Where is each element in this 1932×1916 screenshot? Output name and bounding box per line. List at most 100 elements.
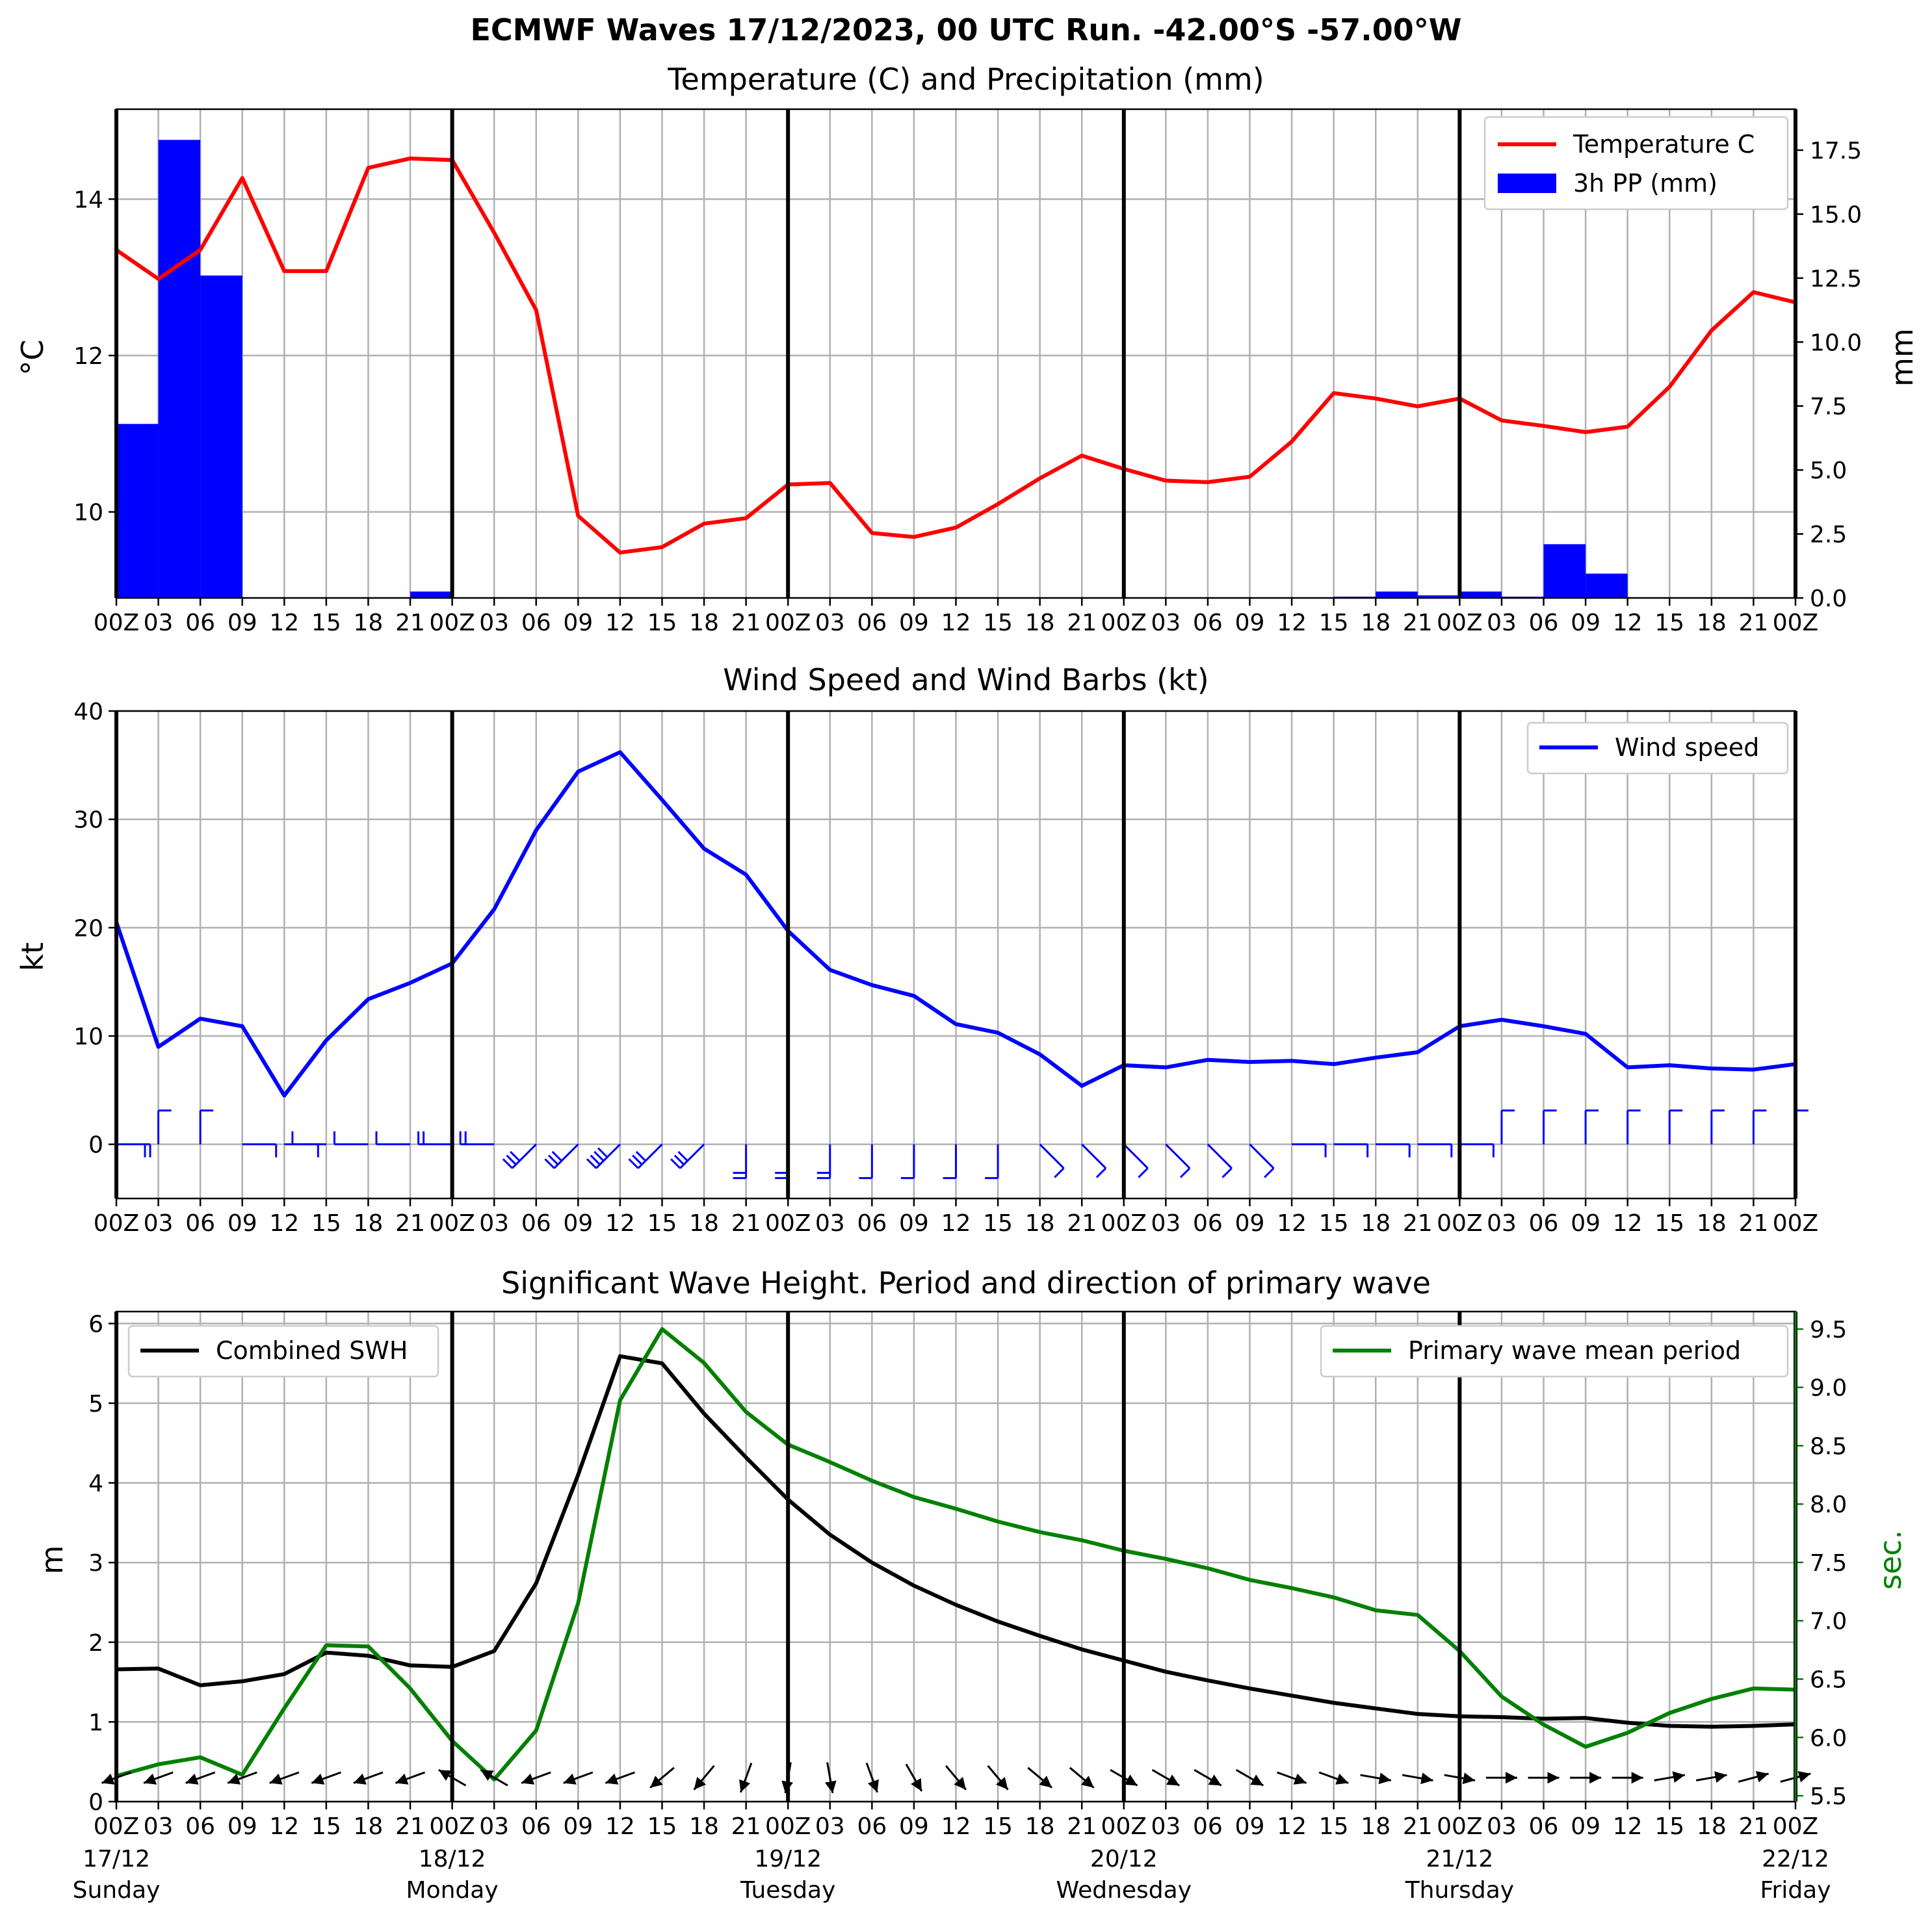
x-tick-label: 00Z — [94, 610, 139, 636]
wind-barb — [900, 1144, 915, 1180]
wind-barb — [1249, 1143, 1275, 1178]
precip-y-label: mm — [1885, 328, 1920, 387]
wind-barb — [199, 1109, 214, 1145]
y2-tick-label: 9.5 — [1810, 1317, 1847, 1343]
x-tick-label: 09 — [1235, 610, 1265, 636]
y2-tick-label: 7.5 — [1810, 1550, 1847, 1577]
precip-legend-swatch — [1498, 174, 1556, 193]
wind-barb — [1207, 1143, 1233, 1178]
wave-direction-arrow — [1402, 1772, 1433, 1785]
x-tick-label: 03 — [144, 610, 174, 636]
wind-y-label: kt — [15, 942, 50, 972]
x-tick-label: 00Z — [1773, 610, 1818, 636]
wind-barb — [157, 1109, 172, 1145]
y2-tick-label: 12.5 — [1810, 266, 1862, 292]
wind-barb — [1333, 1143, 1369, 1158]
x-tick-label: 21 — [1403, 1813, 1433, 1840]
x-tick-label: 21 — [1739, 1210, 1769, 1237]
precip-bar — [1376, 591, 1418, 598]
wind-barb — [284, 1143, 319, 1158]
x-tick-label: 09 — [228, 1210, 257, 1237]
weekday-label: Tuesday — [740, 1877, 835, 1904]
x-tick-label: 15 — [1654, 610, 1684, 636]
x-tick-label: 09 — [899, 610, 929, 636]
wave-direction-arrow — [605, 1771, 635, 1785]
x-tick-label: 00Z — [1437, 1210, 1482, 1237]
wave-direction-arrow — [824, 1762, 837, 1794]
x-tick-label: 06 — [521, 1210, 551, 1237]
x-tick-label: 03 — [479, 1813, 509, 1840]
x-tick-label: 03 — [144, 1813, 174, 1840]
date-label: 18/12 — [419, 1846, 486, 1872]
x-tick-label: 06 — [1529, 610, 1559, 636]
wave-direction-arrow — [1318, 1771, 1349, 1785]
weekday-label: Monday — [406, 1877, 499, 1904]
wave-direction-arrow — [739, 1763, 753, 1793]
wind-speed-line — [114, 750, 1796, 1098]
legend-frame — [1526, 721, 1789, 775]
temperature-y-label: °C — [15, 339, 50, 375]
precip-bar — [116, 424, 159, 598]
y-tick-label: 6 — [88, 1311, 103, 1338]
x-tick-label: 03 — [144, 1210, 174, 1237]
wave-y-label: m — [34, 1546, 70, 1575]
wave-direction-arrow — [1612, 1772, 1643, 1784]
wave-direction-arrow — [227, 1771, 257, 1785]
x-tick-label: 12 — [605, 1813, 635, 1840]
x-tick-label: 06 — [521, 610, 551, 636]
wind-barb — [1543, 1109, 1557, 1145]
x-tick-label: 15 — [647, 1210, 677, 1237]
wind-barb — [375, 1131, 411, 1146]
wave-direction-arrow — [311, 1771, 341, 1785]
x-tick-label: 03 — [1487, 610, 1517, 636]
date-label: 22/12 — [1762, 1846, 1829, 1872]
y2-tick-label: 8.5 — [1810, 1433, 1847, 1460]
x-tick-label: 03 — [1151, 610, 1181, 636]
wind-barb — [670, 1143, 705, 1169]
x-tick-label: 12 — [1277, 610, 1307, 636]
x-tick-label: 15 — [1319, 1813, 1349, 1840]
wave-direction-arrow — [1570, 1772, 1602, 1784]
precip-legend-label: 3h PP (mm) — [1573, 169, 1717, 198]
x-tick-label: 03 — [815, 610, 845, 636]
wind-barb — [1752, 1109, 1767, 1145]
x-tick-label: 12 — [941, 1813, 971, 1840]
x-tick-label: 00Z — [1101, 1210, 1147, 1237]
x-tick-label: 00Z — [429, 1813, 475, 1840]
wave-direction-arrow — [353, 1771, 384, 1785]
wind-panel-title: Wind Speed and Wind Barbs (kt) — [723, 662, 1208, 697]
wind-barb — [1584, 1109, 1599, 1145]
x-tick-label: 03 — [479, 1210, 509, 1237]
y-tick-label: 30 — [73, 807, 103, 834]
y2-tick-label: 6.0 — [1810, 1725, 1847, 1752]
y-tick-label: 5 — [88, 1391, 103, 1418]
wave-direction-arrow — [1277, 1771, 1307, 1785]
temperature-legend-label: Temperature C — [1573, 130, 1755, 159]
x-tick-label: 03 — [1487, 1210, 1517, 1237]
x-tick-label: 18 — [1025, 1813, 1055, 1840]
wind-barb — [1710, 1109, 1725, 1145]
weekday-label: Thursday — [1405, 1877, 1514, 1904]
legend-frame — [127, 1325, 439, 1378]
swh-legend-label: Combined SWH — [216, 1336, 408, 1365]
y-tick-label: 12 — [73, 343, 103, 370]
x-tick-label: 00Z — [765, 1813, 811, 1840]
x-tick-label: 15 — [1319, 1210, 1349, 1237]
x-tick-label: 18 — [689, 1210, 719, 1237]
y2-tick-label: 8.0 — [1810, 1492, 1847, 1518]
x-tick-label: 18 — [1025, 610, 1055, 636]
x-tick-label: 09 — [563, 610, 593, 636]
y-tick-label: 0 — [88, 1789, 103, 1816]
x-tick-label: 12 — [1613, 1813, 1643, 1840]
x-tick-label: 18 — [689, 1813, 719, 1840]
wind-barb — [943, 1144, 957, 1180]
wind-barb — [859, 1144, 873, 1180]
legend-frame — [1320, 1325, 1789, 1378]
x-tick-label: 21 — [731, 1813, 761, 1840]
wind-barb — [733, 1144, 748, 1180]
x-tick-label: 15 — [311, 1210, 341, 1237]
y2-tick-label: 5.5 — [1810, 1783, 1847, 1810]
wind-barb — [586, 1143, 621, 1169]
wave-direction-arrow — [987, 1765, 1009, 1791]
x-tick-label: 21 — [731, 1210, 761, 1237]
